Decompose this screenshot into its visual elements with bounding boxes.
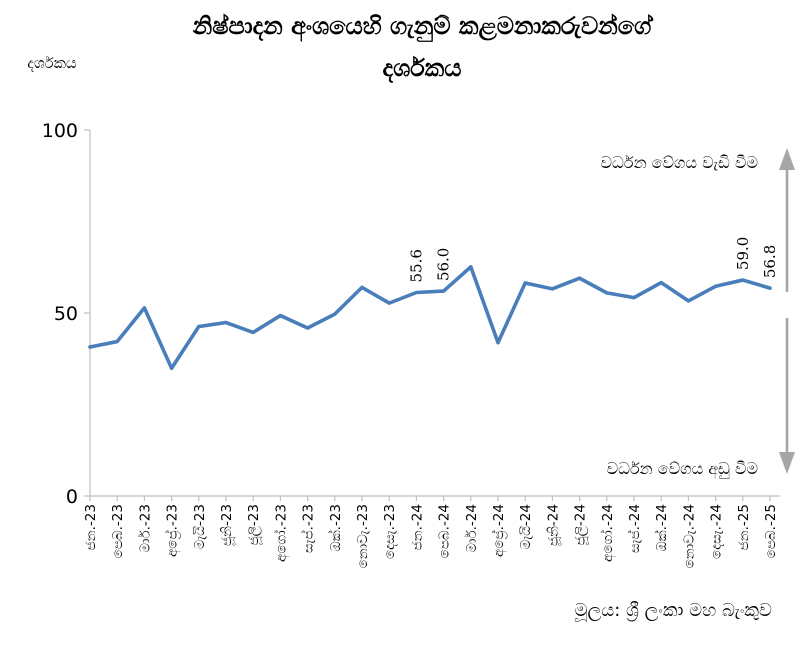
x-tick-label: පෙබ.-24 [437,504,453,558]
annotation-growth-down: වර්ධන වේගය අඩු වීම [607,459,758,479]
data-label: 59.0 [734,237,752,270]
chart-title-line-2: දර්ශකය [382,54,461,84]
data-point [686,299,691,303]
data-point [142,306,146,310]
x-tick-label: ජූනි-23 [219,504,236,546]
series-line [88,265,772,371]
data-label: 56.0 [435,248,453,281]
x-tick-label: ජන.-23 [83,504,99,550]
data-point [278,313,282,318]
y-tick-label: 50 [54,303,78,325]
chart-title-line-1: නිෂ්පාදන අංශයෙහි ගැනුම් කළමනාකරුවන්ගේ [192,12,654,42]
data-point [632,296,636,300]
x-tick-label: නොවැ.-23 [355,504,371,568]
x-tick-label: මැයි-24 [518,504,534,549]
x-tick-label: නොවැ.-24 [681,504,697,568]
x-tick-label: මාර්.-24 [464,504,480,553]
x-tick-label: ජූනි-24 [545,504,562,546]
x-tick-label: ජූලි-23 [246,504,263,546]
data-label: 55.6 [407,249,425,282]
data-point [88,345,92,349]
data-point [578,276,582,280]
x-tick-label: මාර්.-23 [137,504,153,553]
x-tick-label: අගෝ.-24 [600,504,617,562]
data-points [88,265,772,370]
x-tick-label: ජන.-24 [409,504,425,550]
data-point [306,326,310,330]
data-point [469,265,473,269]
x-tick-label: ඔක්.-24 [654,504,670,551]
data-point [170,366,174,370]
data-point [115,339,119,344]
data-point [197,324,201,329]
data-point [333,312,337,316]
data-labels: 55.6 56.0 59.0 56.8 [407,237,779,283]
data-point [741,278,745,282]
trend-arrow [779,148,795,474]
source-note: මූලය: ශ්‍රී ලංකා මහ බැංකුව [575,600,773,621]
x-tick-label: ජූලි-24 [573,504,590,546]
data-label: 56.8 [761,245,779,278]
x-tick-label: පෙබ.-25 [763,504,779,558]
data-point [768,286,772,290]
data-point [387,301,391,305]
x-tick-label: අප්‍රේ.-24 [491,504,508,557]
trend-arrow-up-head [779,148,795,170]
y-ticks: 0 50 100 [42,120,90,508]
x-tick-label: පෙබ.-23 [110,504,126,558]
y-axis-label: දර්ශකය [27,54,77,72]
x-tick-label: දෙසැ.-24 [709,504,725,559]
x-tick-label: මැයි-23 [192,504,208,549]
x-tick-label: දෙසැ.-23 [382,504,398,559]
data-point [251,330,255,334]
y-tick-label: 100 [42,120,78,142]
data-point [496,341,500,345]
x-tick-label: අප්‍රේ.-23 [164,504,181,557]
trend-arrow-down-head [779,452,795,474]
x-ticks: ජන.-23 පෙබ.-23 මාර්.-23 අප්‍රේ.-23 මැයි-23 ජූ… [83,496,779,568]
x-tick-label: ඔක්.-23 [328,504,344,551]
x-tick-label: සැප්.-23 [300,504,316,553]
data-point [224,320,228,325]
data-point [659,281,663,285]
data-point [442,289,446,293]
x-tick-label: අගෝ.-23 [273,504,290,562]
x-tick-label: ජන.-25 [736,504,752,550]
annotation-growth-up: වර්ධන වේගය වැඩි වීම [601,153,758,172]
data-point [714,284,718,288]
y-tick-label: 0 [66,486,78,508]
data-point [414,290,418,295]
data-point [605,291,609,295]
data-point [550,287,555,291]
x-tick-label: සැප්.-24 [627,504,643,553]
data-point [523,281,527,285]
data-point [360,285,364,289]
